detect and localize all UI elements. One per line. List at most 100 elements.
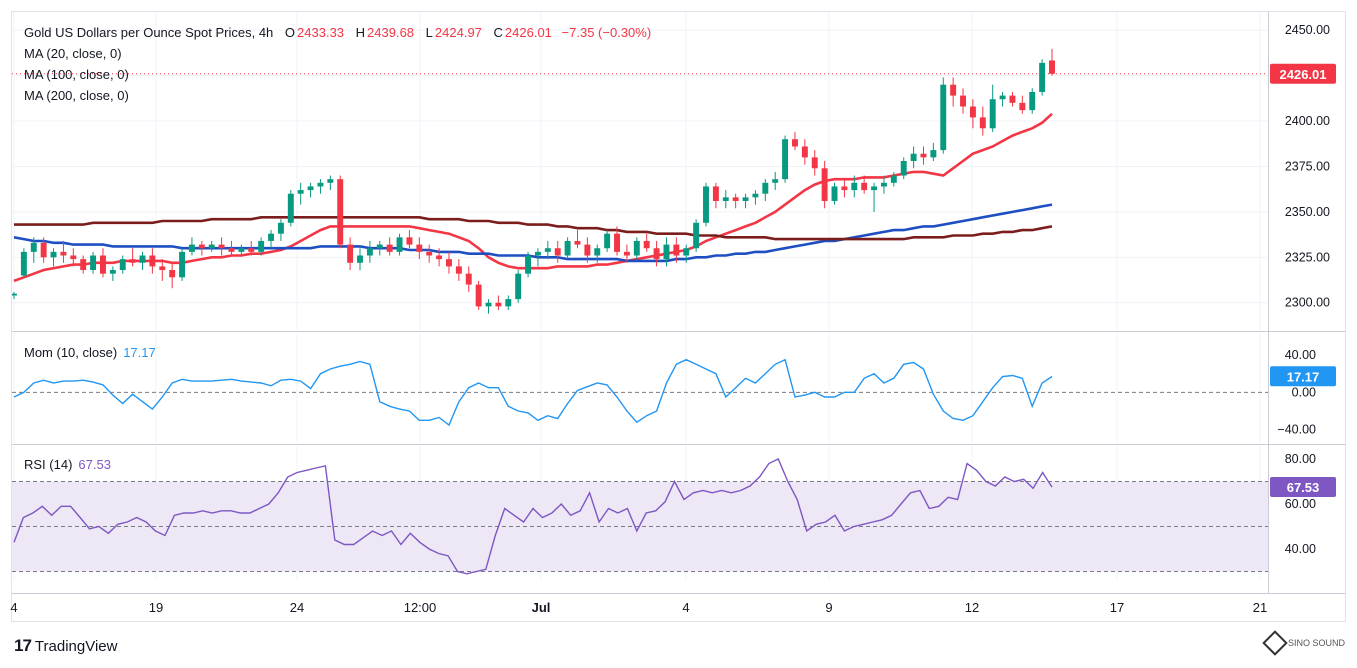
candle-body xyxy=(1039,62,1046,92)
candle-body xyxy=(821,168,828,201)
candle xyxy=(455,259,462,281)
candle-body xyxy=(495,302,502,307)
candle-body xyxy=(100,255,106,274)
candle-body xyxy=(347,244,354,263)
rsi-pane[interactable] xyxy=(12,458,1268,575)
brand-name: TradingView xyxy=(34,637,118,655)
rsi-legend[interactable]: RSI (14) 67.53 xyxy=(24,454,111,475)
candle-body xyxy=(762,182,769,194)
candle-body xyxy=(515,273,522,300)
candle xyxy=(544,240,551,260)
candle xyxy=(584,237,591,263)
candle-body xyxy=(623,251,630,256)
candle-body xyxy=(277,222,284,234)
rsi-line xyxy=(13,458,1053,575)
candle xyxy=(505,295,512,311)
tradingview-brand[interactable]: 17 TradingView xyxy=(14,636,117,656)
candle xyxy=(811,150,818,176)
candle xyxy=(109,266,116,281)
candle xyxy=(772,171,779,191)
ma100-line xyxy=(13,203,1053,263)
candle xyxy=(801,139,808,165)
low-label: L xyxy=(425,25,433,40)
candle xyxy=(297,182,304,205)
candle-body xyxy=(20,251,27,276)
momentum-tick-label: 0.00 xyxy=(1292,385,1316,399)
candle-body xyxy=(594,248,601,256)
candle-body xyxy=(969,106,976,118)
time-tick-label: 9 xyxy=(825,600,832,615)
rsi-value-tag: 67.53 xyxy=(1270,477,1336,498)
candle-body xyxy=(218,244,225,249)
ma200-legend[interactable]: MA (200, close, 0) xyxy=(24,88,129,103)
close-label: C xyxy=(493,25,503,40)
candle xyxy=(248,240,255,256)
candle-body xyxy=(258,240,265,252)
candle xyxy=(30,237,37,263)
candle-body xyxy=(455,266,462,274)
candle xyxy=(337,175,344,249)
candle-body xyxy=(683,248,690,256)
price-legend: Gold US Dollars per Ounce Spot Prices, 4… xyxy=(24,22,651,106)
candle xyxy=(594,244,601,263)
candle-body xyxy=(297,190,304,194)
candle xyxy=(208,240,215,252)
candle-body xyxy=(179,251,186,278)
ma20-legend[interactable]: MA (20, close, 0) xyxy=(24,46,122,61)
candle xyxy=(406,230,413,249)
candle-body xyxy=(90,255,97,271)
candle xyxy=(100,248,106,278)
candle-body xyxy=(228,248,235,252)
candle xyxy=(40,237,47,263)
candle-body xyxy=(406,237,413,245)
candle xyxy=(179,248,186,281)
candle-body xyxy=(80,259,87,271)
momentum-pane[interactable] xyxy=(12,358,1268,427)
price-tick-label: 2300.00 xyxy=(1285,296,1330,310)
price-pane[interactable] xyxy=(11,48,1268,314)
candle xyxy=(475,280,482,311)
candle xyxy=(653,240,660,267)
candle-body xyxy=(554,248,561,256)
candle xyxy=(169,262,176,289)
candle xyxy=(683,244,690,263)
watermark-text: SINO SOUND xyxy=(1287,638,1345,648)
candle-body xyxy=(732,197,739,201)
candle-body xyxy=(831,186,838,201)
candle-body xyxy=(811,157,818,169)
candle-body xyxy=(109,270,116,274)
candle xyxy=(703,182,709,227)
time-tick-label: Jul xyxy=(532,600,551,615)
candle-body xyxy=(950,84,957,96)
candle xyxy=(693,219,700,252)
candle xyxy=(268,230,274,249)
momentum-legend[interactable]: Mom (10, close) 17.17 xyxy=(24,342,156,363)
candle xyxy=(396,233,403,256)
candle-body xyxy=(129,259,136,263)
candle xyxy=(920,146,927,165)
candle-body xyxy=(1019,102,1026,111)
candle-body xyxy=(475,284,482,307)
candle-body xyxy=(188,244,195,252)
ma20-line xyxy=(13,112,1053,283)
candle-body xyxy=(198,244,205,249)
candle-body xyxy=(534,251,541,256)
candle xyxy=(940,77,947,154)
candle-body xyxy=(139,255,146,263)
price-tick-label: 2350.00 xyxy=(1285,205,1330,219)
rsi-tick-label: 40.00 xyxy=(1285,542,1316,556)
candle-body xyxy=(801,146,808,158)
candle-body xyxy=(208,244,215,249)
candle-body xyxy=(742,197,749,201)
candle xyxy=(604,230,611,252)
momentum-value-tag-text: 17.17 xyxy=(1287,369,1320,384)
candle xyxy=(465,266,472,292)
candle-body xyxy=(396,237,403,252)
candle xyxy=(90,251,97,274)
candle-body xyxy=(752,193,759,198)
candle-body xyxy=(426,251,433,256)
ma100-legend[interactable]: MA (100, close, 0) xyxy=(24,67,129,82)
candle xyxy=(831,182,838,205)
candle xyxy=(890,171,897,187)
